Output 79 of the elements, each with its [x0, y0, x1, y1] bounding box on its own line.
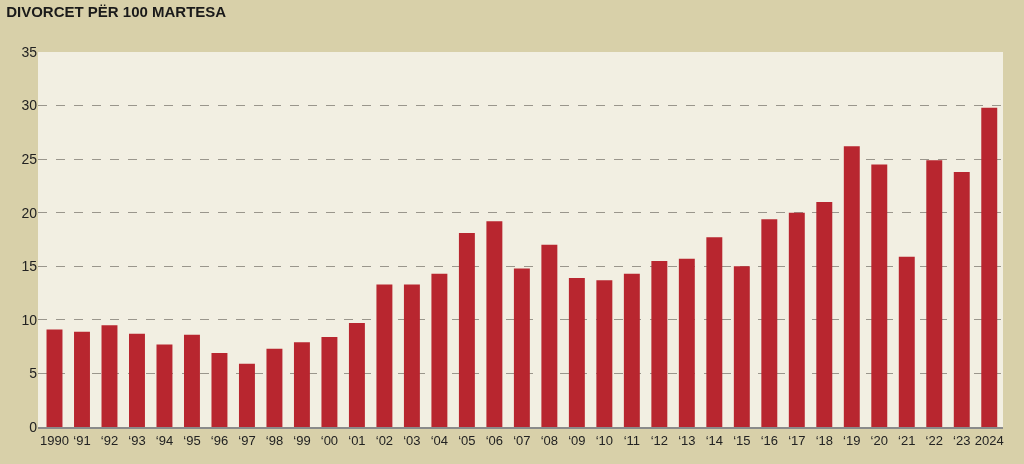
- bar: [513, 268, 530, 427]
- x-tick-label: ‘99: [293, 432, 311, 448]
- bar: [651, 260, 668, 427]
- bar: [211, 353, 228, 427]
- x-tick-label: ‘00: [320, 432, 339, 448]
- x-tick-label: 2024: [974, 432, 1004, 448]
- bar: [733, 266, 750, 427]
- bar: [129, 333, 145, 427]
- bar: [458, 233, 475, 427]
- bar: [706, 237, 723, 427]
- x-tick-label: ‘13: [678, 432, 696, 448]
- bar: [156, 344, 173, 427]
- x-tick-label: ‘22: [925, 432, 943, 448]
- bar: [348, 323, 365, 427]
- y-tick-label: 15: [21, 258, 38, 275]
- x-tick-label: ‘14: [705, 432, 723, 448]
- x-tick-label: ‘10: [595, 432, 614, 448]
- x-tick-label: ‘15: [733, 432, 751, 448]
- x-tick-label: ‘91: [73, 432, 91, 448]
- x-tick-label: ‘21: [898, 432, 916, 448]
- bar: [431, 273, 448, 427]
- bar: [321, 337, 338, 427]
- x-tick-label: ‘02: [375, 432, 394, 448]
- x-tick-label: ‘93: [128, 432, 146, 448]
- x-tick-label: ‘17: [788, 432, 806, 448]
- x-tick-label: ‘97: [238, 432, 256, 448]
- bar: [953, 172, 970, 427]
- y-tick-label: 10: [21, 311, 38, 328]
- x-tick-label: ‘95: [183, 432, 201, 448]
- x-tick-label: ‘09: [568, 432, 586, 448]
- bar: [816, 202, 833, 427]
- bar: [293, 342, 310, 427]
- x-tick-label: ‘06: [485, 432, 504, 448]
- bar: [568, 278, 585, 427]
- x-tick-label: ‘19: [843, 432, 861, 448]
- y-tick-label: 0: [29, 418, 38, 435]
- bar: [74, 331, 90, 427]
- x-tick-label: ‘94: [155, 432, 174, 448]
- y-tick-label: 25: [21, 151, 38, 168]
- bar: [266, 348, 283, 427]
- chart-title: DIVORCET PËR 100 MARTESA: [6, 3, 227, 21]
- y-tick-label: 35: [21, 43, 38, 60]
- x-tick-label: ‘05: [458, 432, 476, 448]
- bar: [486, 221, 503, 427]
- x-tick-label: ‘12: [650, 432, 669, 448]
- bar: [926, 160, 943, 427]
- x-tick-label: ‘20: [870, 432, 888, 448]
- y-tick-label: 20: [21, 204, 38, 221]
- x-tick-label: ‘18: [815, 432, 833, 448]
- x-tick-label: ‘98: [265, 432, 284, 448]
- x-tick-label: ‘23: [953, 432, 971, 448]
- y-tick-label: 5: [29, 365, 38, 382]
- bar: [183, 334, 200, 427]
- x-tick-label: ‘16: [760, 432, 778, 448]
- bar: [101, 325, 118, 427]
- bar: [376, 284, 393, 427]
- bar: [788, 212, 805, 427]
- bar: [981, 107, 998, 427]
- bar: [403, 284, 420, 427]
- bar: [843, 146, 860, 427]
- bar: [898, 256, 915, 427]
- x-tick-label: ‘01: [348, 432, 366, 448]
- bar: [623, 273, 640, 427]
- y-tick-label: 30: [21, 97, 38, 114]
- x-tick-label: ‘03: [403, 432, 421, 448]
- x-tick-label: ‘11: [623, 432, 641, 448]
- bar: [541, 244, 558, 427]
- bar: [761, 219, 778, 427]
- x-tick-label: ‘04: [430, 432, 449, 448]
- bar: [678, 258, 695, 427]
- x-tick-label: 1990: [40, 432, 69, 448]
- bar: [46, 329, 63, 427]
- bar: [871, 164, 888, 427]
- bar: [238, 363, 255, 427]
- x-tick-label: ‘07: [513, 432, 531, 448]
- bar: [596, 280, 613, 427]
- x-tick-label: ‘08: [540, 432, 559, 448]
- x-tick-label: ‘92: [100, 432, 119, 448]
- x-tick-label: ‘96: [210, 432, 229, 448]
